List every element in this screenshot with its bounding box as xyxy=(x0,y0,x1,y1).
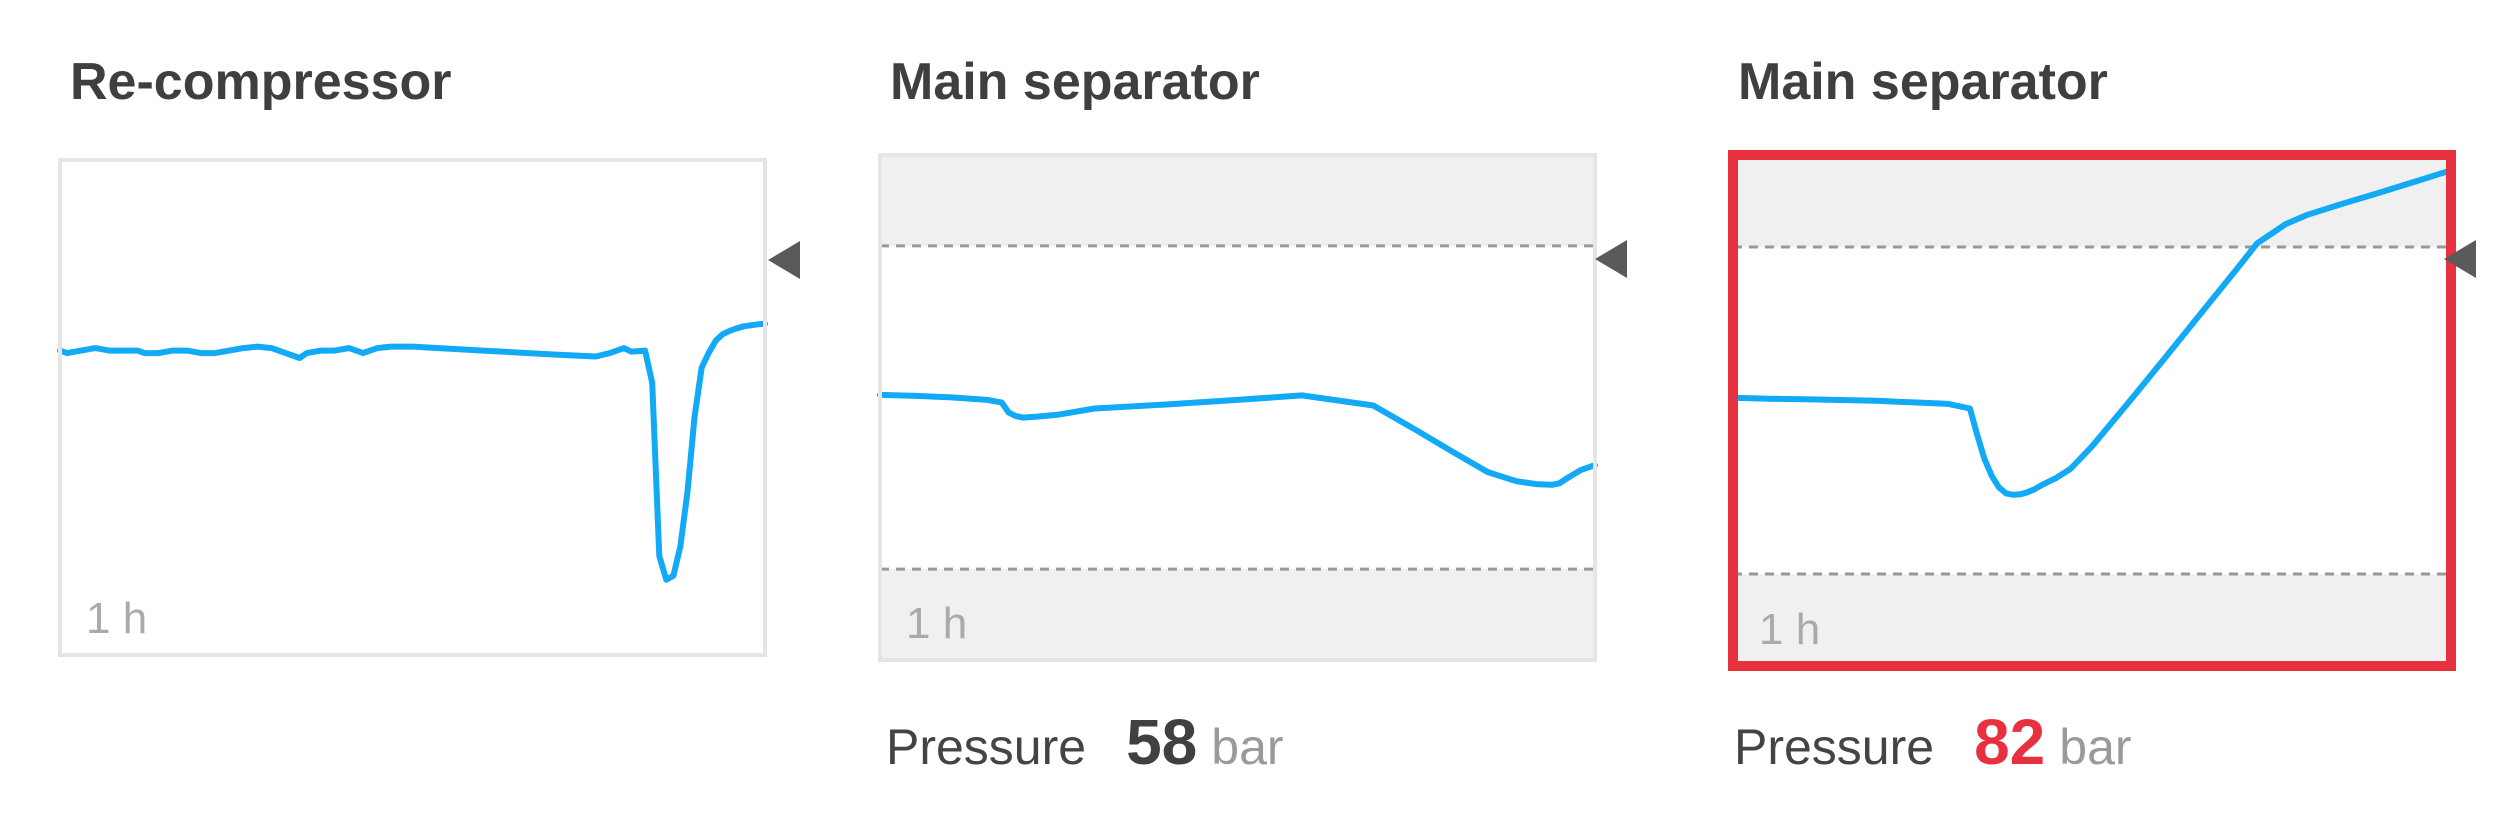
normal-range-area xyxy=(1733,246,2451,575)
normal-range-area xyxy=(880,245,1595,570)
time-range-label: 1 h xyxy=(1759,605,1820,654)
trend-chart[interactable]: 1 h xyxy=(1728,150,2500,671)
current-value-marker-icon xyxy=(2444,240,2476,278)
time-range-label: 1 h xyxy=(86,594,147,643)
pressure-unit: bar xyxy=(1211,719,1284,775)
panel-title: Re-compressor xyxy=(70,53,452,111)
pressure-readout: Pressure 82 bar xyxy=(1734,705,2132,779)
pressure-unit: bar xyxy=(2059,719,2132,775)
time-range-label: 1 h xyxy=(906,599,967,648)
trend-chart[interactable]: 1 h xyxy=(877,150,1660,670)
alarm-border xyxy=(1728,150,2456,671)
panel-title: Main separator xyxy=(890,53,1260,111)
chart-border xyxy=(878,153,1597,662)
trend-chart[interactable]: 1 h xyxy=(57,150,820,670)
current-value-marker-icon xyxy=(1595,240,1627,278)
panel-title: Main separator xyxy=(1738,53,2108,111)
trend-series-line xyxy=(57,320,768,583)
pressure-value: 58 xyxy=(1126,706,1198,778)
chart-border xyxy=(58,158,767,657)
pressure-value: 82 xyxy=(1974,706,2046,778)
pressure-label: Pressure xyxy=(1734,719,1935,775)
pressure-readout: Pressure 58 bar xyxy=(886,705,1284,779)
current-value-marker-icon xyxy=(768,241,800,279)
trend-series-line xyxy=(877,391,1598,488)
pressure-label: Pressure xyxy=(886,719,1087,775)
trend-series-line xyxy=(1730,167,2454,498)
